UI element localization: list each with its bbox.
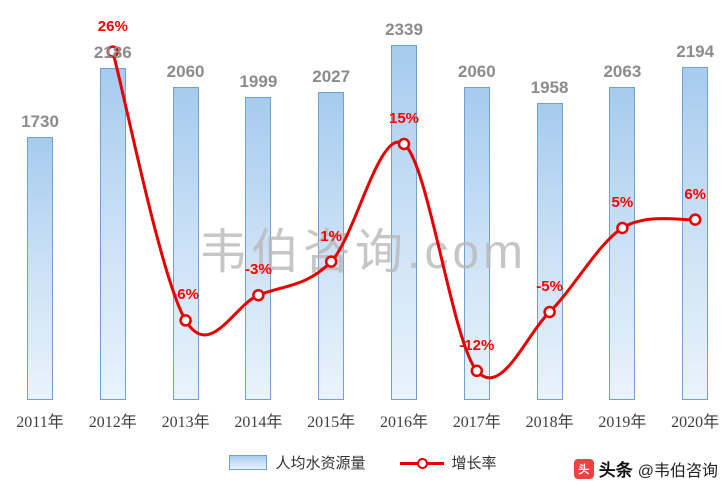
line-swatch-marker <box>416 457 428 469</box>
legend-item-line: 增长率 <box>399 452 497 473</box>
growth-rate-label: 15% <box>388 110 420 127</box>
x-axis-label: 2015年 <box>307 414 356 431</box>
bar <box>318 92 345 400</box>
bar-value-label: 1958 <box>530 77 569 97</box>
bar-value-label: 1999 <box>239 71 278 91</box>
growth-rate-curve <box>111 51 696 380</box>
line-marker <box>106 45 120 58</box>
line-marker <box>179 314 192 327</box>
bar-value-label: 2063 <box>603 61 642 81</box>
bar <box>172 87 199 400</box>
line-marker <box>470 364 484 378</box>
bar <box>536 102 563 400</box>
branding: 头 头条 @韦伯咨询 <box>573 456 718 481</box>
x-axis-label: 2017年 <box>452 414 501 431</box>
line-marker <box>688 213 702 226</box>
line-marker <box>324 255 338 268</box>
growth-rate-label: 5% <box>611 194 634 211</box>
x-axis-label: 2013年 <box>161 414 210 431</box>
growth-rate-label: 6% <box>684 185 707 203</box>
bar <box>99 68 126 400</box>
line-swatch <box>399 456 444 470</box>
x-axis-label: 2018年 <box>525 414 574 431</box>
branding-account: @韦伯咨询 <box>637 462 718 480</box>
x-axis-label: 2016年 <box>379 414 428 431</box>
line-marker <box>252 288 265 302</box>
x-axis-label: 2020年 <box>671 414 720 431</box>
bar <box>245 96 272 400</box>
line-marker <box>397 137 411 151</box>
bar-value-label: 2027 <box>312 67 351 87</box>
growth-rate-label: -12% <box>459 336 495 354</box>
bar-value-label: 1730 <box>21 112 59 132</box>
bar-value-label: 2339 <box>385 20 423 39</box>
legend: 人均水资源量 增长率 <box>0 452 726 473</box>
legend-bar-label: 人均水资源量 <box>275 455 366 472</box>
x-axis-label: 2011年 <box>16 414 64 431</box>
growth-rate-label: 26% <box>97 17 128 35</box>
x-axis-label: 2014年 <box>234 414 283 431</box>
bar <box>27 137 53 400</box>
bar <box>463 87 490 400</box>
x-axis-label: 2012年 <box>88 414 137 431</box>
line-marker <box>543 305 556 319</box>
bar <box>682 67 709 400</box>
legend-line-label: 增长率 <box>451 455 497 472</box>
bar-value-label: 2060 <box>457 62 496 82</box>
growth-rate-label: -6% <box>172 286 199 304</box>
branding-platform: 头条 <box>598 461 633 480</box>
line-marker <box>616 221 629 235</box>
bar-swatch <box>229 455 268 470</box>
bar <box>609 86 636 400</box>
toutiao-icon: 头 <box>573 458 594 479</box>
bar-value-label: 2186 <box>93 43 132 63</box>
growth-rate-label: -5% <box>536 278 563 295</box>
bar-value-label: 2060 <box>166 62 205 82</box>
growth-rate-label: -3% <box>245 261 272 279</box>
growth-rate-label: 1% <box>320 227 343 245</box>
x-axis-label: 2019年 <box>598 414 647 431</box>
legend-item-bar: 人均水资源量 <box>229 452 366 473</box>
bar-value-label: 2194 <box>676 42 715 61</box>
bar <box>391 45 417 400</box>
